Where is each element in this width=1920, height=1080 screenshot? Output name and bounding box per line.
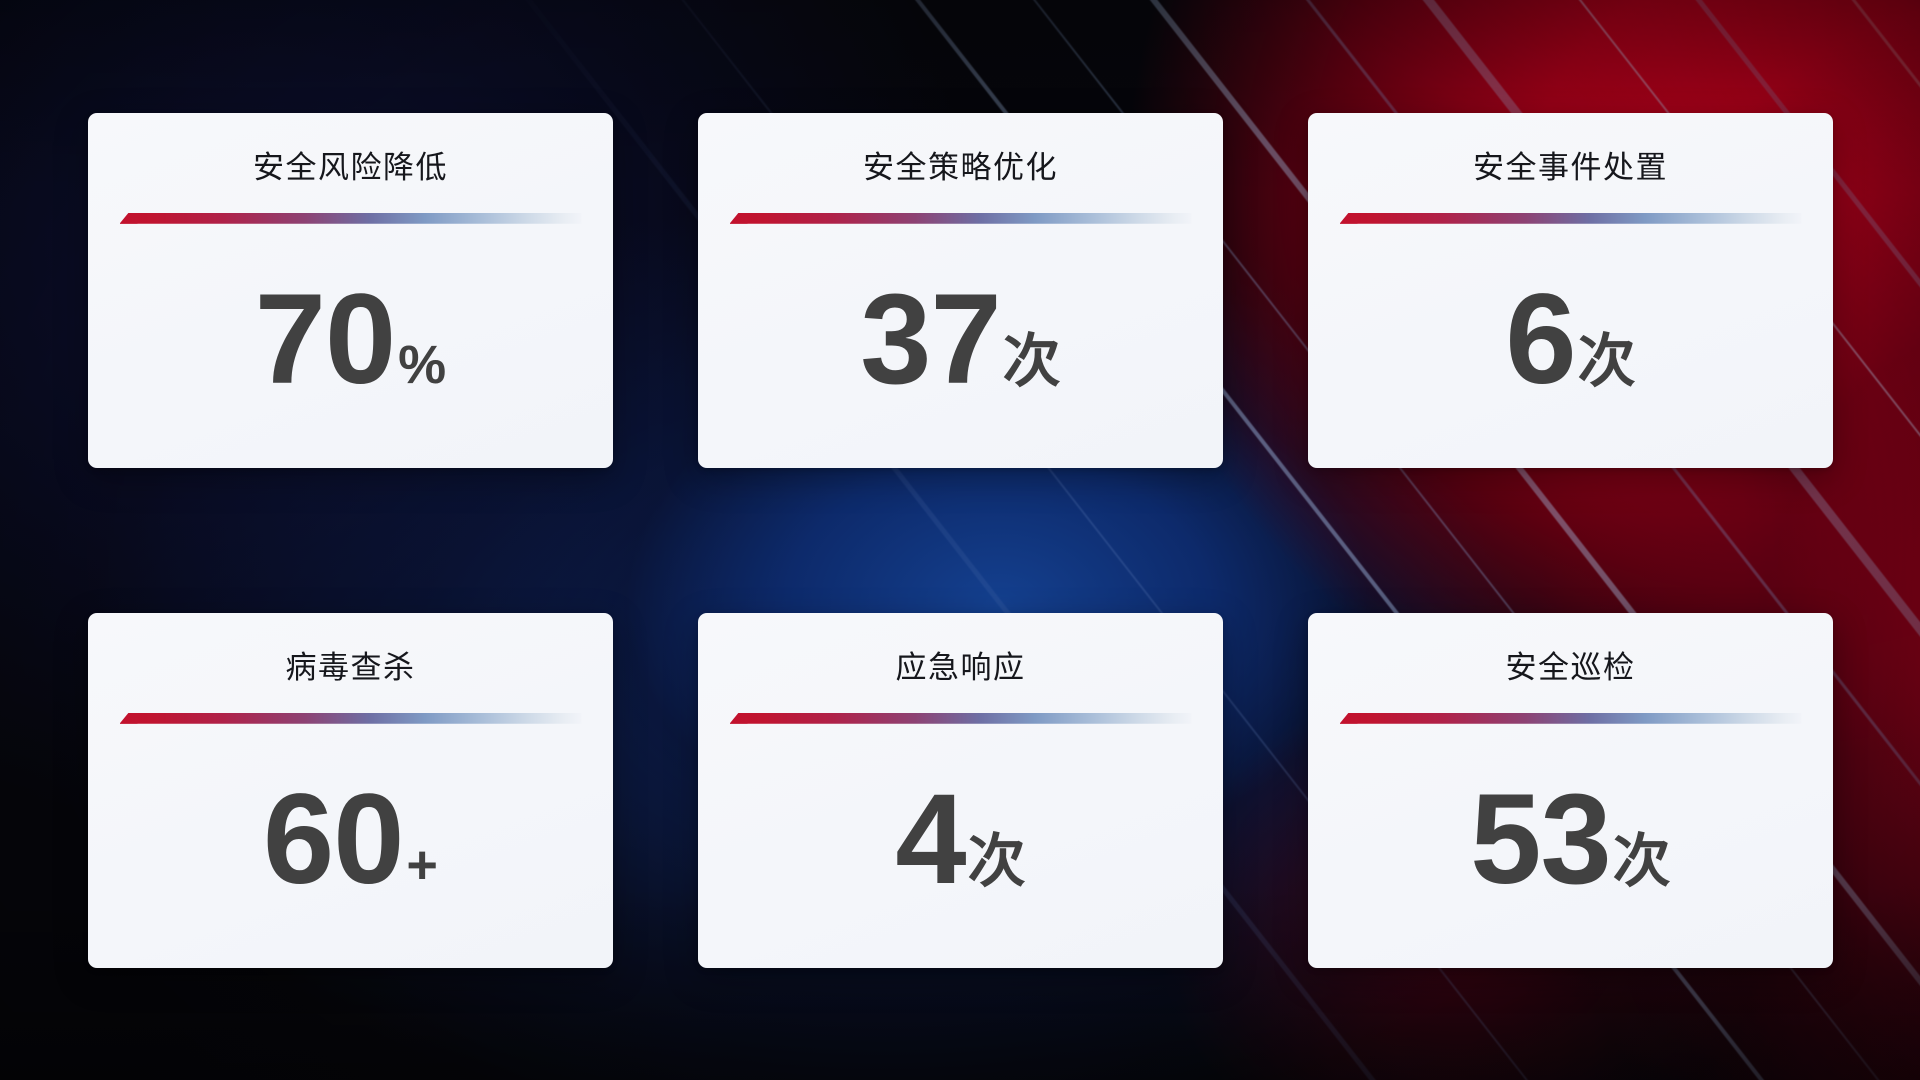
gradient-divider-bar	[729, 212, 1192, 224]
stat-value-row: 53 次	[1308, 724, 1833, 968]
stat-card-title: 安全巡检	[1505, 650, 1636, 685]
gradient-divider-bar	[119, 712, 582, 724]
gradient-divider-taper	[119, 217, 138, 224]
stat-card-security-risk-reduction[interactable]: 安全风险降低 70%	[88, 113, 613, 468]
stat-value-group: 70%	[254, 268, 447, 411]
stat-value-group: 37 次	[860, 268, 1061, 411]
stat-card-security-inspection[interactable]: 安全巡检 53 次	[1308, 613, 1833, 968]
stat-value-unit: 次	[1577, 329, 1636, 394]
stat-value-number: 37	[860, 268, 1001, 411]
stat-value-row: 37 次	[698, 224, 1223, 468]
gradient-divider-taper	[119, 717, 138, 724]
stat-card-title: 安全策略优化	[863, 150, 1058, 185]
gradient-divider	[1339, 712, 1802, 724]
stat-card-emergency-response[interactable]: 应急响应 4 次	[698, 613, 1223, 968]
stat-card-title: 应急响应	[895, 650, 1026, 685]
gradient-divider	[1339, 212, 1802, 224]
gradient-divider-bar	[1339, 212, 1802, 224]
gradient-divider-taper	[729, 717, 748, 724]
gradient-divider-taper	[1339, 217, 1358, 224]
stat-value-number: 4	[895, 768, 966, 911]
stat-value-row: 70%	[88, 224, 613, 468]
stat-value-unit: +	[406, 835, 438, 895]
stat-value-unit: 次	[1612, 829, 1671, 894]
gradient-divider-taper	[729, 217, 748, 224]
stat-card-title: 病毒查杀	[285, 650, 416, 685]
stat-value-unit: %	[398, 335, 447, 395]
stat-card-security-incident-handling[interactable]: 安全事件处置 6 次	[1308, 113, 1833, 468]
gradient-divider-bar	[1339, 712, 1802, 724]
gradient-divider	[729, 212, 1192, 224]
gradient-divider-taper	[1339, 717, 1358, 724]
stat-value-group: 53 次	[1470, 768, 1671, 911]
stat-value-number: 60	[263, 768, 404, 911]
stat-card-grid: 安全风险降低 70% 安全策略优化 37 次安全事件处置 6 次病毒查杀 60 + 应急响应 4 次安…	[88, 113, 1833, 968]
gradient-divider	[119, 212, 582, 224]
stat-value-group: 60 +	[263, 768, 438, 911]
stat-value-number: 70	[254, 268, 396, 411]
gradient-divider	[729, 712, 1192, 724]
stat-card-title: 安全事件处置	[1473, 150, 1668, 185]
stat-value-unit: 次	[1002, 329, 1061, 394]
stat-value-unit: 次	[967, 829, 1026, 894]
gradient-divider	[119, 712, 582, 724]
stat-value-number: 53	[1470, 768, 1611, 911]
gradient-divider-bar	[729, 712, 1192, 724]
stat-card-virus-scan-removal[interactable]: 病毒查杀 60 +	[88, 613, 613, 968]
stat-value-number: 6	[1505, 268, 1576, 411]
stat-card-security-policy-optimization[interactable]: 安全策略优化 37 次	[698, 113, 1223, 468]
gradient-divider-bar	[119, 212, 582, 224]
stat-value-row: 60 +	[88, 724, 613, 968]
stat-card-title: 安全风险降低	[253, 150, 448, 185]
